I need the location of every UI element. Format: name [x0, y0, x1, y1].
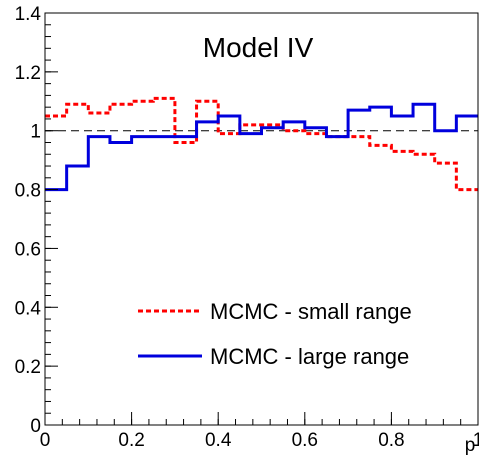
x-axis-label: p — [465, 435, 476, 455]
series-2-step-line — [45, 102, 478, 192]
x-tick-label: 1 — [473, 430, 479, 451]
x-tick-label: 0.4 — [205, 430, 232, 451]
y-tick-label: 0.8 — [15, 181, 41, 202]
legend-label-2: MCMC - large range — [210, 344, 409, 369]
y-tick-label: 1.2 — [15, 63, 41, 84]
series-layer — [45, 96, 478, 192]
legend-label-1: MCMC - small range — [210, 299, 412, 324]
y-tick-label: 0 — [30, 416, 41, 437]
series-1-step-line — [45, 96, 478, 192]
chart-title: Model IV — [203, 32, 314, 63]
x-tick-label: 0.8 — [378, 430, 404, 451]
x-tick-label: 0.2 — [118, 430, 144, 451]
ticks-layer: 0 0.2 0.4 0.6 0.8 1 0 0.2 0.4 0.6 0.8 1 1.2 1.4 — [15, 4, 479, 451]
legend: MCMC - small range MCMC - large range — [138, 299, 412, 369]
y-tick-label: 1.4 — [15, 4, 42, 25]
x-tick-label: 0 — [40, 430, 51, 451]
y-tick-label: 0.6 — [15, 239, 41, 260]
y-tick-label: 1 — [30, 122, 41, 143]
x-tick-label: 0.6 — [292, 430, 318, 451]
plot-frame — [44, 12, 479, 426]
y-tick-label: 0.4 — [15, 298, 42, 319]
y-tick-label: 0.2 — [15, 357, 41, 378]
